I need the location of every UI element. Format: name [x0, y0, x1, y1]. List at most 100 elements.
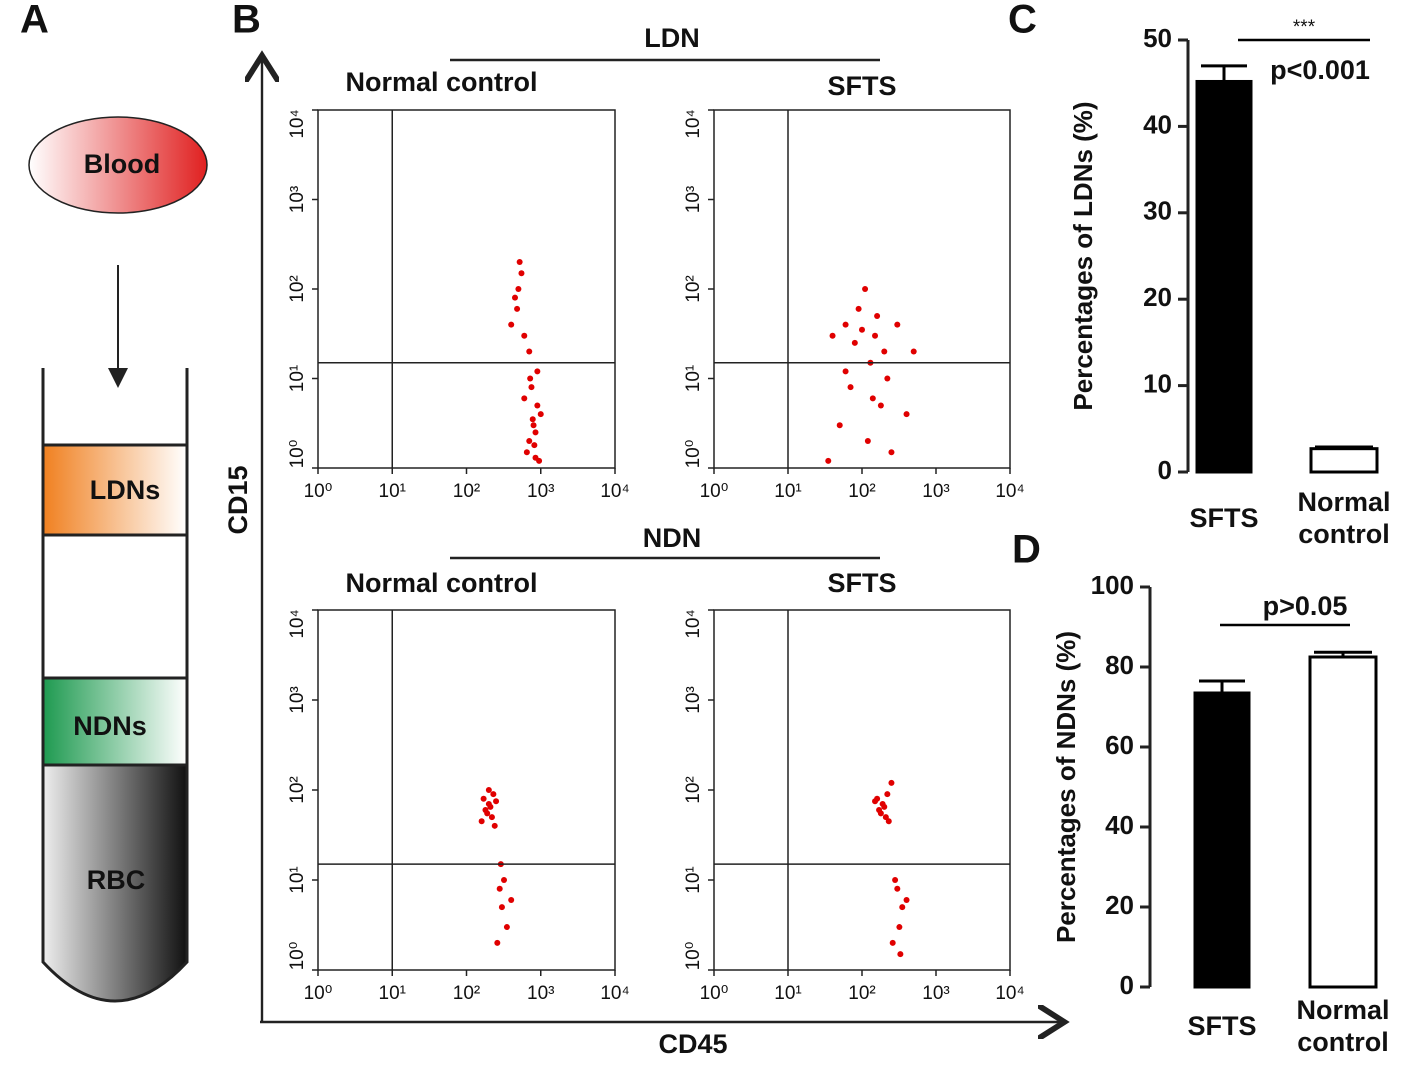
y-tick-label: 10² — [683, 275, 704, 302]
event-dot — [494, 939, 501, 946]
event-dot — [532, 454, 539, 461]
event-dot — [836, 422, 843, 429]
event-dot — [501, 877, 508, 883]
event-dot — [532, 429, 539, 436]
event-dot — [490, 791, 497, 798]
group-label: NDN — [643, 523, 702, 553]
event-dot — [488, 814, 495, 821]
y-tick-label: 10⁰ — [287, 942, 308, 971]
plot-title: Normal control — [345, 568, 537, 598]
event-dot — [480, 795, 487, 802]
blood-label: Blood — [84, 149, 160, 179]
event-dot — [903, 896, 910, 903]
event-dot — [528, 384, 535, 391]
y-tick-label: 10⁰ — [683, 942, 704, 971]
x-tick-label: Normal control — [1296, 995, 1389, 1057]
y-axis-title: Percentages of NDNs (%) — [1051, 631, 1081, 943]
event-dot — [534, 368, 541, 375]
y-tick-label: 10⁴ — [287, 609, 308, 638]
y-tick-label: 10² — [287, 275, 308, 302]
x-tick-label: 10¹ — [774, 481, 801, 502]
y-tick-label: 10 — [1143, 368, 1172, 398]
event-dot — [888, 449, 895, 456]
event-dot — [508, 896, 515, 903]
event-dot — [884, 375, 891, 382]
y-tick-label: 100 — [1091, 570, 1134, 600]
y-tick-label: 20 — [1143, 282, 1172, 312]
y-tick-label: 10⁴ — [683, 609, 704, 638]
event-dot — [874, 312, 881, 319]
event-dot — [877, 810, 884, 817]
plot-frame — [713, 109, 1011, 469]
x-tick-label: 10¹ — [774, 983, 801, 1004]
layer-borders — [43, 443, 187, 767]
x-tick-label: 10² — [848, 983, 875, 1004]
x-tick-label: 10⁴ — [600, 983, 629, 1004]
event-dot — [493, 798, 500, 805]
event-dot — [518, 270, 525, 277]
x-tick-label: 10³ — [527, 481, 554, 502]
rbc-layer — [43, 765, 187, 1001]
y-tick-label: 10³ — [287, 686, 308, 713]
event-dot — [529, 416, 536, 423]
y-tick-label: 80 — [1105, 650, 1134, 680]
event-dot — [892, 877, 899, 883]
event-dot — [877, 402, 884, 409]
event-dot — [530, 422, 537, 429]
event-dot — [512, 294, 519, 301]
x-tick-label: 10¹ — [379, 481, 406, 502]
x-tick-label: 10² — [848, 481, 875, 502]
y-tick-label: 10² — [683, 776, 704, 803]
event-dot — [894, 321, 901, 328]
x-tick-label: 10⁰ — [304, 481, 333, 502]
event-dot — [872, 798, 879, 805]
event-dot — [872, 332, 879, 339]
x-tick-label: 10⁴ — [995, 983, 1024, 1004]
y-tick-label: 20 — [1105, 890, 1134, 920]
y-tick-label: 60 — [1105, 730, 1134, 760]
event-dot — [896, 924, 903, 931]
x-tick-label: 10⁰ — [700, 481, 729, 502]
event-dot — [888, 779, 895, 786]
event-dot — [829, 332, 836, 339]
x-tick-label: 10⁴ — [600, 481, 629, 502]
event-dot — [825, 457, 832, 464]
x-tick-label: SFTS — [1187, 1011, 1256, 1041]
panel-label: B — [232, 0, 261, 42]
y-tick-label: 10³ — [683, 686, 704, 713]
event-dot — [855, 305, 862, 312]
p-value: p<0.001 — [1270, 55, 1370, 85]
x-tick-label: 10³ — [922, 481, 949, 502]
y-tick-label: 10⁴ — [287, 109, 308, 138]
y-tick-label: 10⁴ — [683, 109, 704, 138]
plot-title: Normal control — [345, 67, 537, 97]
event-dot — [527, 375, 534, 382]
plot-frame — [713, 609, 1011, 971]
event-dot — [478, 818, 485, 825]
event-dot — [842, 368, 849, 375]
layer-label: NDNs — [73, 711, 147, 741]
y-tick-label: 0 — [1158, 455, 1172, 485]
plot-title: SFTS — [827, 71, 896, 101]
x-tick-label: 10⁴ — [995, 481, 1024, 502]
event-dot — [881, 348, 888, 355]
x-tick-label: 10³ — [922, 983, 949, 1004]
event-dot — [894, 885, 901, 892]
x-tick-label: SFTS — [1189, 503, 1258, 533]
x-tick-label: 10³ — [527, 983, 554, 1004]
layer-label: LDNs — [90, 475, 161, 505]
event-dot — [910, 348, 917, 355]
event-dot — [869, 395, 876, 402]
y-tick-label: 10³ — [683, 186, 704, 213]
event-dot — [491, 822, 498, 829]
event-dot — [897, 951, 904, 958]
y-tick-label: 40 — [1105, 810, 1134, 840]
bar — [1308, 655, 1378, 989]
blood-ellipse — [28, 116, 208, 214]
y-tick-label: 0 — [1120, 970, 1134, 1000]
event-dot — [889, 939, 896, 946]
layer-label: RBC — [87, 865, 146, 895]
panel-label: A — [20, 0, 49, 42]
x-tick-label: Normal control — [1297, 487, 1390, 549]
y-tick-label: 10¹ — [287, 365, 308, 392]
